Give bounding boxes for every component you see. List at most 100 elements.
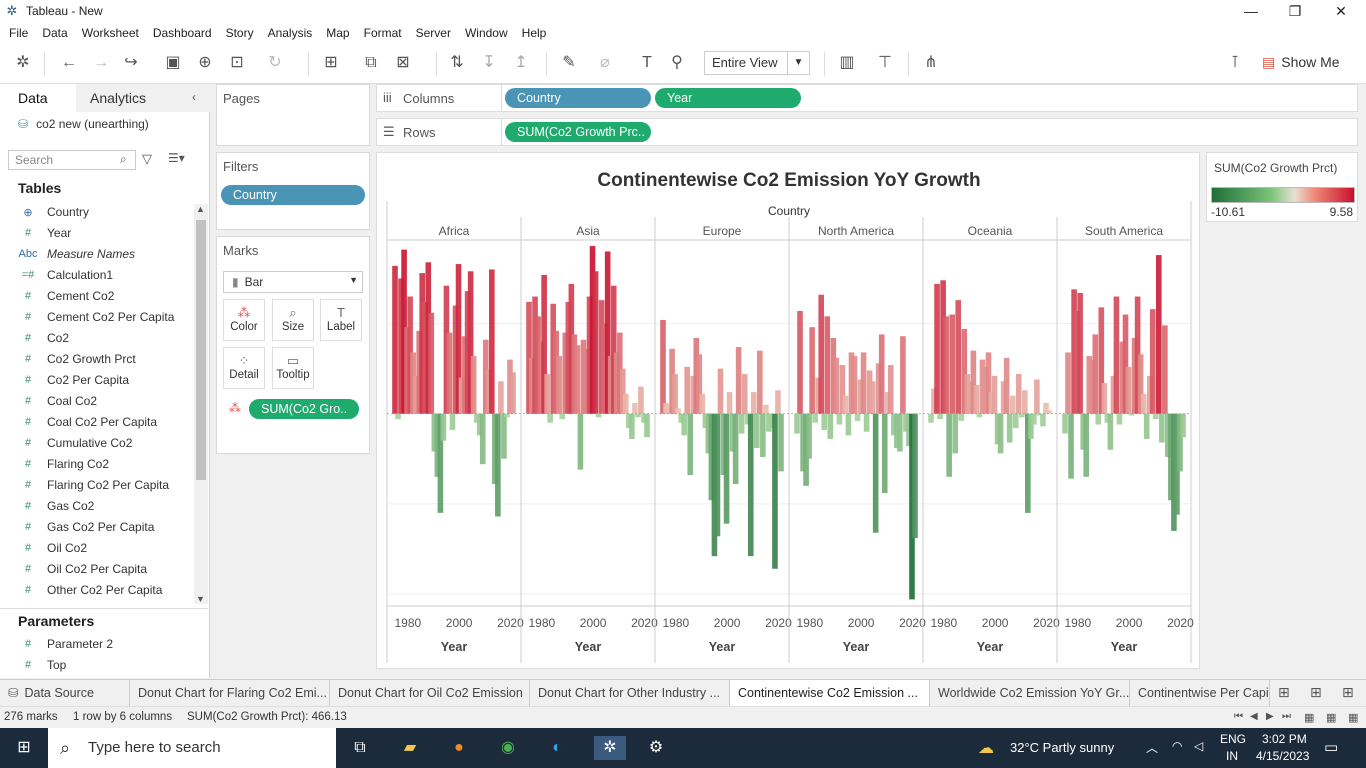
field-item[interactable]: # Year xyxy=(18,223,71,243)
bar-mark[interactable] xyxy=(906,413,912,447)
bar-mark[interactable] xyxy=(1122,314,1129,414)
tab-analytics[interactable]: Analytics xyxy=(76,84,210,112)
bar-mark[interactable] xyxy=(571,334,578,414)
bar-mark[interactable] xyxy=(1110,375,1117,414)
field-item[interactable]: # Co2 Per Capita xyxy=(18,370,129,390)
bar-mark[interactable] xyxy=(973,384,980,414)
bar-mark[interactable] xyxy=(473,413,480,423)
fit-dropdown[interactable]: Entire View ▼ xyxy=(704,51,810,75)
bar-mark[interactable] xyxy=(607,356,614,414)
bar-mark[interactable] xyxy=(604,251,611,414)
new-worksheet-icon[interactable]: ⊞ xyxy=(324,54,338,71)
bar-mark[interactable] xyxy=(720,413,727,476)
bar-mark[interactable] xyxy=(672,374,678,414)
bar-mark[interactable] xyxy=(928,413,934,423)
menu-story[interactable]: Story xyxy=(225,26,254,40)
bar-mark[interactable] xyxy=(422,301,429,414)
tab-data-source[interactable]: ⛁ Data Source xyxy=(0,680,130,707)
bar-mark[interactable] xyxy=(1149,309,1156,414)
bar-mark[interactable] xyxy=(492,413,498,485)
view-options-icon[interactable]: ☰▾ xyxy=(168,151,185,165)
bar-mark[interactable] xyxy=(884,392,891,414)
pause-updates-icon[interactable]: ⊡ xyxy=(230,54,244,71)
duplicate-sheet-icon[interactable]: ⧉ xyxy=(365,54,377,71)
tab-sheet[interactable]: Donut Chart for Other Industry ... xyxy=(530,680,730,707)
bar-mark[interactable] xyxy=(1116,413,1123,425)
bar-mark[interactable] xyxy=(763,404,769,414)
bar-mark[interactable] xyxy=(479,413,486,465)
bar-mark[interactable] xyxy=(778,413,784,472)
mark-type-dropdown[interactable]: ▮ Bar ▼ xyxy=(223,271,363,293)
bar-mark[interactable] xyxy=(726,392,733,414)
field-item[interactable]: # Coal Co2 xyxy=(18,391,97,411)
bar-mark[interactable] xyxy=(401,249,407,414)
bar-mark[interactable] xyxy=(476,413,483,436)
bar-mark[interactable] xyxy=(416,330,423,414)
bar-mark[interactable] xyxy=(775,390,781,414)
bar-mark[interactable] xyxy=(641,413,647,423)
bar-mark[interactable] xyxy=(943,316,949,414)
close-button[interactable]: ✕ xyxy=(1335,3,1347,19)
bar-mark[interactable] xyxy=(744,413,751,425)
bar-mark[interactable] xyxy=(644,413,650,438)
bar-mark[interactable] xyxy=(809,327,815,414)
collapse-pane-icon[interactable]: ‹ xyxy=(192,90,196,104)
edge-icon[interactable]: ◐ xyxy=(552,739,562,756)
field-item[interactable]: # Oil Co2 Per Capita xyxy=(18,559,147,579)
bar-mark[interactable] xyxy=(854,413,861,421)
bar-mark[interactable] xyxy=(1083,413,1089,477)
bar-mark[interactable] xyxy=(994,413,1001,445)
bar-mark[interactable] xyxy=(660,319,666,414)
tab-data[interactable]: Data xyxy=(0,84,76,112)
bar-mark[interactable] xyxy=(443,285,450,414)
task-view-icon[interactable]: ⧉ xyxy=(354,739,366,756)
scroll-up-icon[interactable]: ▲ xyxy=(196,204,205,214)
bar-mark[interactable] xyxy=(577,413,584,470)
bar-mark[interactable] xyxy=(800,413,806,472)
menu-worksheet[interactable]: Worksheet xyxy=(81,26,139,40)
bar-mark[interactable] xyxy=(1077,292,1083,414)
bar-mark[interactable] xyxy=(434,413,441,477)
bar-mark[interactable] xyxy=(1134,296,1141,414)
bar-mark[interactable] xyxy=(766,413,772,432)
bar-mark[interactable] xyxy=(750,392,757,414)
tab-sheet-active[interactable]: Continentewise Co2 Emission ... xyxy=(730,680,930,707)
bar-mark[interactable] xyxy=(860,352,867,414)
bar-mark[interactable] xyxy=(1165,413,1171,457)
bar-mark[interactable] xyxy=(398,278,404,414)
bar-mark[interactable] xyxy=(729,413,736,452)
bar-mark[interactable] xyxy=(413,375,419,414)
bar-mark[interactable] xyxy=(1074,310,1080,414)
field-item[interactable]: # Other Co2 Per Capita xyxy=(18,580,162,600)
bar-mark[interactable] xyxy=(580,339,587,414)
bar-mark[interactable] xyxy=(1015,374,1022,414)
bar-mark[interactable] xyxy=(1113,296,1120,414)
labels-icon[interactable]: T xyxy=(642,54,652,71)
bar-mark[interactable] xyxy=(547,413,553,423)
scrollbar-thumb[interactable] xyxy=(196,220,206,480)
bar-mark[interactable] xyxy=(635,413,641,418)
bar-mark[interactable] xyxy=(586,296,593,414)
bar-mark[interactable] xyxy=(544,374,550,414)
bar-mark[interactable] xyxy=(753,413,760,448)
bar-mark[interactable] xyxy=(1125,366,1132,414)
bar-mark[interactable] xyxy=(1174,413,1180,515)
tab-sheet[interactable]: Donut Chart for Oil Co2 Emission xyxy=(330,680,530,707)
bar-mark[interactable] xyxy=(696,354,703,414)
show-tabs-icon[interactable]: ▦ xyxy=(1326,712,1337,724)
tab-sheet[interactable]: Continentwise Per Capit xyxy=(1130,680,1270,707)
bar-mark[interactable] xyxy=(690,375,697,414)
bar-mark[interactable] xyxy=(501,413,507,459)
bar-mark[interactable] xyxy=(1146,375,1153,414)
field-item[interactable]: # Flaring Co2 Per Capita xyxy=(18,475,169,495)
presentation-mode-icon[interactable]: ⊤ xyxy=(878,54,892,71)
pages-card[interactable]: Pages xyxy=(216,84,370,146)
field-item[interactable]: =# Calculation1 xyxy=(18,265,113,285)
bar-mark[interactable] xyxy=(1021,390,1028,414)
label-button[interactable]: T Label xyxy=(320,299,362,341)
bar-mark[interactable] xyxy=(1177,413,1183,472)
bar-mark[interactable] xyxy=(541,274,547,414)
bar-mark[interactable] xyxy=(839,365,846,414)
menu-file[interactable]: File xyxy=(9,26,29,40)
menu-server[interactable]: Server xyxy=(415,26,451,40)
